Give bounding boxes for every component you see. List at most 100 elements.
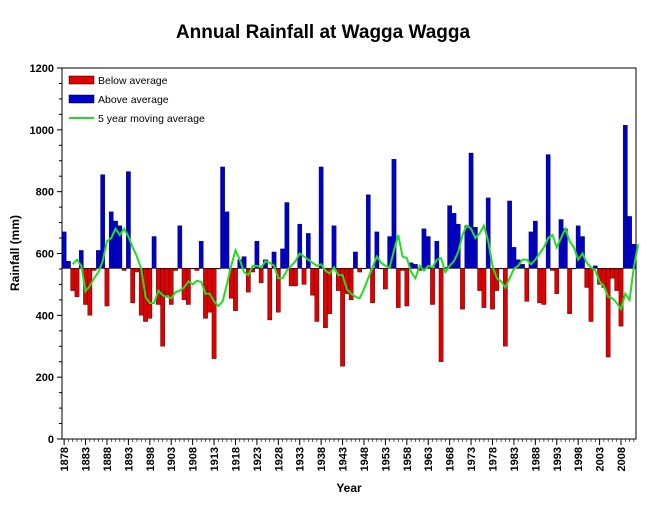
bar-1901: [160, 268, 165, 347]
legend-label-below: Below average: [98, 75, 168, 87]
bar-1926: [267, 268, 273, 321]
bar-1910: [198, 240, 204, 269]
bar-2009: [622, 125, 628, 269]
bar-1893: [126, 171, 131, 269]
bar-1940: [327, 268, 333, 314]
bar-1939: [323, 268, 328, 328]
bar-1990: [541, 268, 547, 305]
x-tick-label-1913: 1913: [209, 447, 221, 471]
bar-1993: [554, 268, 560, 294]
bar-1953: [383, 268, 388, 290]
bar-1941: [331, 225, 337, 269]
bar-1975: [477, 268, 482, 291]
bar-1972: [464, 225, 470, 269]
bar-1879: [66, 261, 71, 269]
bar-1878: [61, 231, 67, 269]
y-tick-label-400: 400: [36, 310, 54, 322]
bar-1936: [310, 268, 315, 296]
x-tick-label-1918: 1918: [230, 447, 242, 471]
bar-1982: [507, 200, 512, 269]
legend: Below average Above average 5 year movin…: [68, 75, 205, 125]
bar-group: [61, 125, 637, 367]
y-tick-label-600: 600: [36, 249, 54, 261]
x-tick-label-1883: 1883: [81, 447, 93, 471]
bar-1989: [537, 268, 542, 304]
x-tick-label-1978: 1978: [488, 447, 500, 471]
bar-1935: [305, 233, 311, 269]
bar-1991: [545, 154, 551, 269]
x-tick-label-1958: 1958: [402, 447, 414, 471]
bar-1898: [147, 268, 153, 319]
bar-1915: [220, 166, 225, 269]
bar-2006: [610, 268, 615, 279]
bar-1894: [130, 268, 135, 304]
bar-1964: [430, 268, 435, 305]
x-tick-label-1898: 1898: [145, 447, 157, 471]
bar-1981: [503, 268, 508, 347]
bar-1996: [567, 268, 572, 314]
bar-1966: [438, 268, 444, 362]
x-tick-label-1878: 1878: [59, 447, 71, 471]
x-tick-label-1963: 1963: [423, 447, 435, 471]
bar-1881: [74, 268, 80, 297]
x-tick-label-1988: 1988: [530, 447, 542, 471]
y-tick-label-0: 0: [48, 434, 54, 446]
bar-1929: [280, 248, 285, 269]
bar-1924: [258, 268, 264, 284]
moving-average-group: [71, 223, 640, 312]
bar-1905: [177, 225, 183, 269]
bar-1976: [481, 268, 487, 308]
bar-1946: [353, 251, 358, 269]
bar-1904: [173, 268, 178, 271]
bar-1960: [413, 264, 418, 269]
x-tick-label-1903: 1903: [166, 447, 178, 471]
bar-1930: [284, 202, 290, 269]
chart-title: Annual Rainfall at Wagga Wagga: [176, 22, 471, 43]
legend-swatch-below: [68, 75, 95, 85]
bar-1957: [400, 268, 405, 271]
bar-1992: [550, 268, 555, 271]
bar-2010: [627, 216, 632, 269]
bar-2007: [614, 268, 620, 291]
x-axis-title: Year: [336, 481, 362, 495]
bar-1885: [91, 268, 97, 271]
bar-1962: [421, 228, 427, 269]
x-tick-label-1888: 1888: [102, 447, 114, 471]
x-tick-label-1933: 1933: [295, 447, 307, 471]
bar-1978: [490, 268, 495, 310]
bar-1934: [301, 268, 307, 285]
bar-1899: [151, 236, 157, 269]
bar-1892: [121, 268, 127, 271]
bar-1932: [293, 268, 298, 287]
bar-1947: [357, 268, 363, 273]
bar-1918: [233, 268, 238, 311]
x-tick-label-1938: 1938: [316, 447, 328, 471]
bar-1909: [194, 268, 200, 271]
bar-1973: [468, 152, 474, 269]
bar-1985: [520, 264, 525, 269]
bar-1931: [288, 268, 294, 287]
bar-1971: [460, 268, 465, 310]
y-axis-title: Rainfall (mm): [8, 215, 22, 291]
x-tick-label-2008: 2008: [616, 447, 628, 471]
x-tick-label-1973: 1973: [466, 447, 478, 471]
bar-2001: [588, 268, 594, 322]
x-tick-label-1948: 1948: [359, 447, 371, 471]
bar-2000: [584, 268, 590, 288]
bar-1956: [395, 268, 401, 308]
x-axis: 1878 1883 1888 1893 1898 1903 1908 1913 1918 1923…: [59, 439, 635, 471]
bar-1958: [404, 268, 410, 307]
x-tick-label-1943: 1943: [338, 447, 350, 471]
bar-2002: [592, 265, 598, 269]
x-tick-label-1908: 1908: [188, 447, 200, 471]
bar-1902: [164, 268, 170, 296]
x-tick-label-1893: 1893: [123, 447, 135, 471]
bar-1998: [575, 225, 581, 269]
bar-1884: [87, 268, 93, 316]
bar-1968: [447, 205, 452, 269]
bar-1949: [365, 194, 371, 269]
legend-swatch-above: [68, 94, 95, 104]
x-tick-label-1998: 1998: [573, 447, 585, 471]
bar-1912: [207, 268, 213, 313]
